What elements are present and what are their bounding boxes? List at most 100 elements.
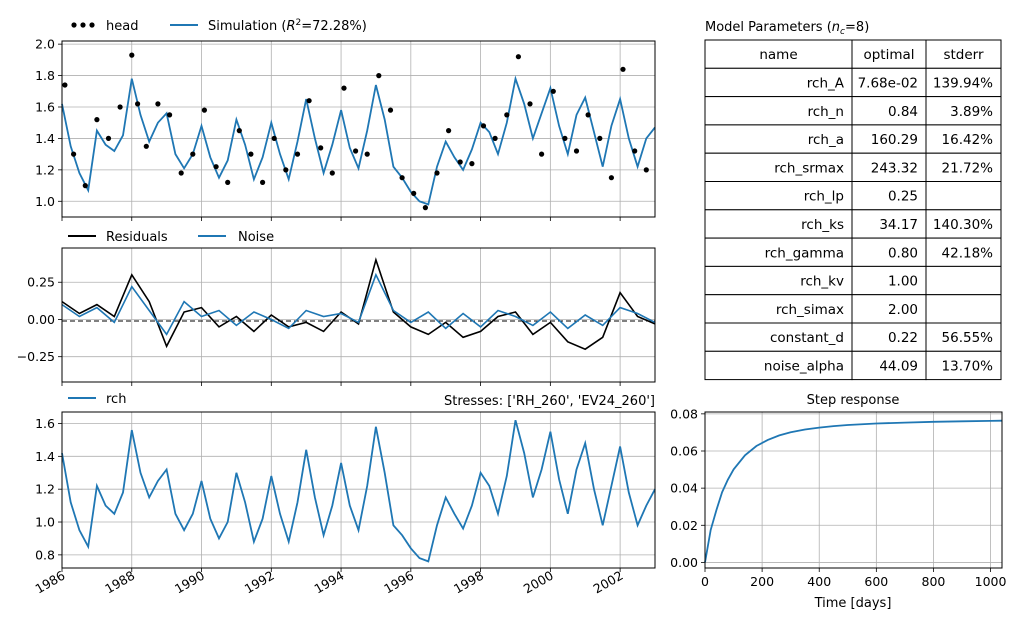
table-cell — [704, 181, 853, 211]
x-tick-label: 600 — [864, 574, 888, 589]
legend-simulation-r2: 72.28% — [312, 19, 362, 34]
residuals-axes-frame — [61, 247, 656, 383]
head-observation-point — [353, 148, 359, 154]
table-value-cell: 1.00 — [888, 274, 918, 290]
step-response-y-ticks: 0.00 0.02 0.04 0.06 0.08 — [670, 406, 705, 570]
y-tick-label: 0.08 — [670, 406, 698, 421]
head-observation-point — [167, 112, 173, 118]
head-observation-point — [62, 82, 68, 88]
legend-rch-label: rch — [106, 392, 126, 407]
table-cell — [925, 67, 1002, 98]
table-cell — [925, 181, 1002, 211]
y-tick-label: 1.2 — [35, 162, 55, 177]
y-tick-label: 1.2 — [35, 482, 55, 497]
table-value-cell: rch_lp — [804, 189, 844, 205]
table-value-cell: 2.00 — [888, 302, 918, 318]
contribution-series — [61, 419, 656, 563]
residuals-y-ticks: 0.25 0.00 −0.25 — [17, 275, 62, 364]
head-observation-point — [550, 88, 556, 94]
table-cell — [925, 152, 1002, 182]
y-tick-label: 0.06 — [670, 444, 698, 459]
x-tick-label: 1000 — [975, 574, 1007, 589]
head-observation-point — [283, 167, 289, 173]
head-observation-point — [201, 107, 207, 113]
table-value-cell: rch_gamma — [765, 245, 844, 261]
table-cell — [704, 96, 853, 126]
y-tick-label: 0.25 — [27, 275, 55, 290]
contribution-y-ticks: 0.8 1.0 1.2 1.4 1.6 — [35, 416, 62, 562]
table-value-cell: rch_A — [807, 76, 845, 92]
table-cell — [925, 265, 1002, 296]
table-value-cell: 140.30% — [933, 217, 993, 233]
y-tick-label: 0.02 — [670, 518, 698, 533]
legend-head-marker — [71, 22, 77, 28]
contribution-x-ticks: 1986 1988 1990 1992 1994 1996 1998 2000 2002 — [32, 568, 625, 597]
x-tick-label: 1986 — [32, 568, 67, 597]
y-tick-label: 0.00 — [27, 312, 55, 327]
head-observation-point — [585, 112, 591, 118]
head-observation-point — [318, 145, 324, 151]
table-cell — [851, 181, 927, 211]
table-cell — [704, 294, 853, 324]
head-observation-point — [539, 151, 545, 157]
step-response-title: Step response — [807, 393, 900, 408]
head-observation-point — [117, 104, 123, 110]
y-tick-label: 1.6 — [35, 416, 55, 431]
head-observation-point — [504, 112, 510, 118]
x-tick-label: 400 — [807, 574, 831, 589]
table-cell — [704, 350, 853, 381]
head-observation-point — [94, 117, 100, 123]
table-value-cell: rch_ks — [801, 217, 844, 233]
head-observation-point — [597, 135, 603, 141]
head-observation-point — [411, 190, 417, 196]
head-observation-point — [178, 170, 184, 176]
head-observation-point — [135, 101, 141, 107]
head-observation-point — [469, 161, 475, 167]
y-tick-label: 2.0 — [35, 37, 55, 52]
parameters-grid: name optimal stderr rch_A 7.68e-02 139.94% rch… — [704, 39, 1002, 381]
contribution-legend: rch — [68, 392, 126, 407]
legend-simulation-name: Simulation — [208, 19, 277, 34]
table-value-cell: 42.18% — [942, 245, 994, 261]
table-value-cell: rch_simax — [776, 302, 844, 318]
head-observation-point — [294, 151, 301, 157]
x-tick-label: 1996 — [381, 568, 416, 597]
parameters-table: Model Parameters (nc=8) name optimal stder… — [704, 20, 1002, 381]
legend-head-marker — [89, 22, 95, 28]
head-observation-point — [190, 151, 196, 157]
table-header-cell: name — [759, 47, 797, 63]
head-observation-point — [643, 167, 649, 173]
residuals-panel: Residuals Noise 0.25 0.00 −0.25 — [17, 230, 656, 386]
table-cell — [925, 294, 1002, 324]
table-value-cell: rch_n — [807, 104, 844, 120]
head-observation-point — [573, 148, 580, 154]
head-observation-point — [480, 123, 487, 129]
head-panel: head Simulation (R2=72.28%) 1.0 1.2 1.4 1.6… — [35, 18, 656, 221]
head-observation-point — [446, 128, 452, 134]
head-observation-point — [562, 135, 568, 141]
head-observation-point — [271, 135, 277, 141]
head-observation-point — [620, 66, 626, 72]
x-tick-label: 1992 — [242, 568, 277, 597]
y-tick-label: 1.8 — [35, 68, 55, 83]
head-observation-point — [387, 107, 394, 113]
x-tick-label: 1994 — [312, 568, 347, 597]
noise-line — [61, 272, 656, 336]
y-tick-label: 1.0 — [35, 194, 55, 209]
table-value-cell: 0.80 — [888, 245, 918, 261]
head-grid — [61, 41, 655, 221]
head-observation-point — [82, 183, 88, 189]
rch-line — [61, 419, 656, 563]
table-value-cell: rch_kv — [800, 274, 844, 290]
contribution-axes-frame — [61, 411, 656, 569]
head-observation-point — [341, 85, 347, 91]
table-value-cell: 0.25 — [888, 189, 918, 205]
x-tick-label: 0 — [701, 574, 709, 589]
head-observation-point — [422, 205, 428, 211]
table-cell — [925, 237, 1002, 267]
head-observation-point — [434, 170, 440, 176]
step-response-x-ticks: 0 200 400 600 800 1000 — [701, 568, 1007, 589]
residuals-legend: Residuals Noise — [68, 230, 274, 245]
y-tick-label: 1.6 — [35, 100, 55, 115]
table-value-cell: 34.17 — [879, 217, 918, 233]
